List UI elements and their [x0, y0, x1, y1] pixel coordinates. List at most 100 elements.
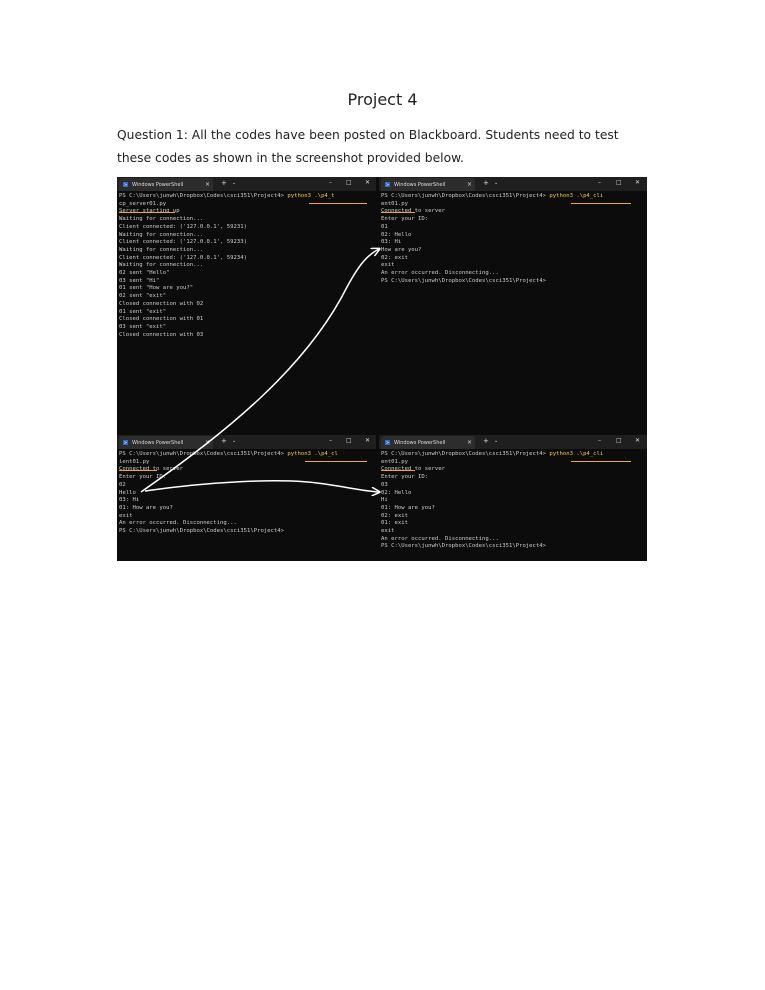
tab-bar: > Windows PowerShell × + ⌄ – □ ✕: [379, 177, 647, 191]
close-window-icon[interactable]: ✕: [635, 179, 641, 186]
minimize-icon[interactable]: –: [598, 179, 601, 186]
line: 03: [381, 481, 388, 488]
line: 02: Hello: [381, 489, 412, 496]
command-text: python3 .\p4_cli: [549, 451, 604, 457]
new-tab-icon[interactable]: +: [483, 437, 489, 445]
line: Client connected: ('127.0.0.1', 59234): [119, 254, 247, 261]
terminal-output[interactable]: PS C:\Users\junwh\Dropbox\Codes\csci351\…: [117, 449, 376, 536]
minimize-icon[interactable]: –: [598, 437, 601, 444]
line: Waiting for connection...: [119, 246, 204, 253]
maximize-icon[interactable]: □: [346, 437, 352, 444]
terminal-output[interactable]: PS C:\Users\junwh\Dropbox\Codes\csci351\…: [117, 191, 376, 339]
powershell-icon: >: [123, 440, 128, 445]
line: Server starting up: [119, 208, 180, 215]
line: 01: exit: [381, 520, 408, 527]
tab-title: Windows PowerShell: [132, 440, 184, 446]
terminal-window-client-03[interactable]: > Windows PowerShell × + ⌄ – □ ✕ PS C:\U…: [379, 435, 647, 561]
line: 02: exit: [381, 254, 408, 261]
powershell-icon: >: [385, 182, 390, 187]
command-text: python3 .\p4_cl: [287, 451, 338, 457]
close-window-icon[interactable]: ✕: [365, 179, 371, 186]
annotation-underline: [309, 203, 367, 204]
line: 02 sent "exit": [119, 293, 167, 300]
chevron-down-icon[interactable]: ⌄: [494, 438, 499, 444]
tab-close-icon[interactable]: ×: [205, 181, 211, 188]
maximize-icon[interactable]: □: [616, 437, 622, 444]
powershell-icon: >: [123, 182, 128, 187]
line: Enter your ID:: [381, 216, 429, 223]
line: 01 sent "How are you?": [119, 285, 194, 292]
line: ent01.py: [381, 200, 408, 207]
line: Closed connection with 03: [119, 331, 204, 338]
line: 02: exit: [381, 512, 408, 519]
line: Client connected: ('127.0.0.1', 59231): [119, 223, 247, 230]
arrow-hello-to-client03: [144, 480, 379, 492]
annotation-underline: [119, 212, 175, 213]
powershell-icon: >: [385, 440, 390, 445]
chevron-down-icon[interactable]: ⌄: [232, 438, 237, 444]
tab-close-icon[interactable]: ×: [467, 439, 473, 446]
prompt: PS C:\Users\junwh\Dropbox\Codes\csci351\…: [381, 193, 550, 199]
terminal-window-client-01[interactable]: > Windows PowerShell × + ⌄ – □ ✕ PS C:\U…: [379, 177, 647, 432]
line: PS C:\Users\junwh\Dropbox\Codes\csci351\…: [381, 277, 547, 284]
line: 02: Hello: [381, 231, 412, 238]
prompt: PS C:\Users\junwh\Dropbox\Codes\csci351\…: [119, 451, 288, 457]
line: Waiting for connection...: [119, 231, 204, 238]
new-tab-icon[interactable]: +: [221, 437, 227, 445]
tab-powershell[interactable]: > Windows PowerShell ×: [381, 436, 475, 449]
chevron-down-icon[interactable]: ⌄: [494, 180, 499, 186]
annotation-underline: [381, 470, 415, 471]
new-tab-icon[interactable]: +: [483, 179, 489, 187]
minimize-icon[interactable]: –: [329, 437, 332, 444]
command-text: python3 .\p4_cli: [549, 193, 604, 199]
terminal-output[interactable]: PS C:\Users\junwh\Dropbox\Codes\csci351\…: [379, 449, 647, 551]
prompt: PS C:\Users\junwh\Dropbox\Codes\csci351\…: [119, 193, 288, 199]
new-tab-icon[interactable]: +: [221, 179, 227, 187]
minimize-icon[interactable]: –: [329, 179, 332, 186]
line: exit: [119, 512, 133, 519]
annotation-underline: [571, 461, 631, 462]
terminal-window-server[interactable]: > Windows PowerShell × + ⌄ – □ ✕ PS C:\U…: [117, 177, 376, 432]
terminal-output[interactable]: PS C:\Users\junwh\Dropbox\Codes\csci351\…: [379, 191, 647, 285]
tab-powershell[interactable]: > Windows PowerShell ×: [119, 178, 213, 191]
line: How are you?: [381, 246, 422, 253]
tab-bar: > Windows PowerShell × + ⌄ – □ ✕: [117, 177, 376, 191]
line: Waiting for connection...: [119, 216, 204, 223]
annotation-underline: [119, 470, 157, 471]
line: 02 sent "Hello": [119, 270, 170, 277]
annotation-underline: [381, 212, 415, 213]
tab-bar: > Windows PowerShell × + ⌄ – □ ✕: [117, 435, 376, 449]
screenshot-figure: > Windows PowerShell × + ⌄ – □ ✕ PS C:\U…: [117, 177, 647, 561]
question-paragraph: Question 1: All the codes have been post…: [117, 128, 619, 165]
line: cp_server01.py: [119, 200, 167, 207]
maximize-icon[interactable]: □: [616, 179, 622, 186]
line: An error occurred. Disconnecting...: [381, 270, 499, 277]
line: 01: [381, 223, 388, 230]
line: Waiting for connection...: [119, 262, 204, 269]
annotation-arrows: [140, 177, 647, 561]
annotation-underline: [305, 461, 367, 462]
line: 01: How are you?: [381, 504, 435, 511]
line: 03: Hi: [381, 239, 402, 246]
line: Connected to server: [381, 466, 445, 473]
chevron-down-icon[interactable]: ⌄: [232, 180, 237, 186]
line: 01 sent "exit": [119, 308, 167, 315]
line: 03 sent "Hi": [119, 277, 160, 284]
line: 03: Hi: [119, 497, 140, 504]
line: Client connected: ('127.0.0.1', 59233): [119, 239, 247, 246]
prompt: PS C:\Users\junwh\Dropbox\Codes\csci351\…: [381, 451, 550, 457]
close-window-icon[interactable]: ✕: [635, 437, 641, 444]
line: Hello: [119, 489, 136, 496]
line: Connected to server: [381, 208, 445, 215]
page-title: Project 4: [347, 90, 418, 109]
terminal-window-client-02[interactable]: > Windows PowerShell × + ⌄ – □ ✕ PS C:\U…: [117, 435, 376, 561]
line: ent01.py: [381, 458, 408, 465]
tab-powershell[interactable]: > Windows PowerShell ×: [381, 178, 475, 191]
line: Enter your ID:: [381, 474, 429, 481]
tab-title: Windows PowerShell: [394, 182, 446, 188]
maximize-icon[interactable]: □: [346, 179, 352, 186]
arrow-hello-to-client01: [140, 249, 379, 493]
close-window-icon[interactable]: ✕: [365, 437, 371, 444]
tab-close-icon[interactable]: ×: [467, 181, 473, 188]
tab-title: Windows PowerShell: [132, 182, 184, 188]
